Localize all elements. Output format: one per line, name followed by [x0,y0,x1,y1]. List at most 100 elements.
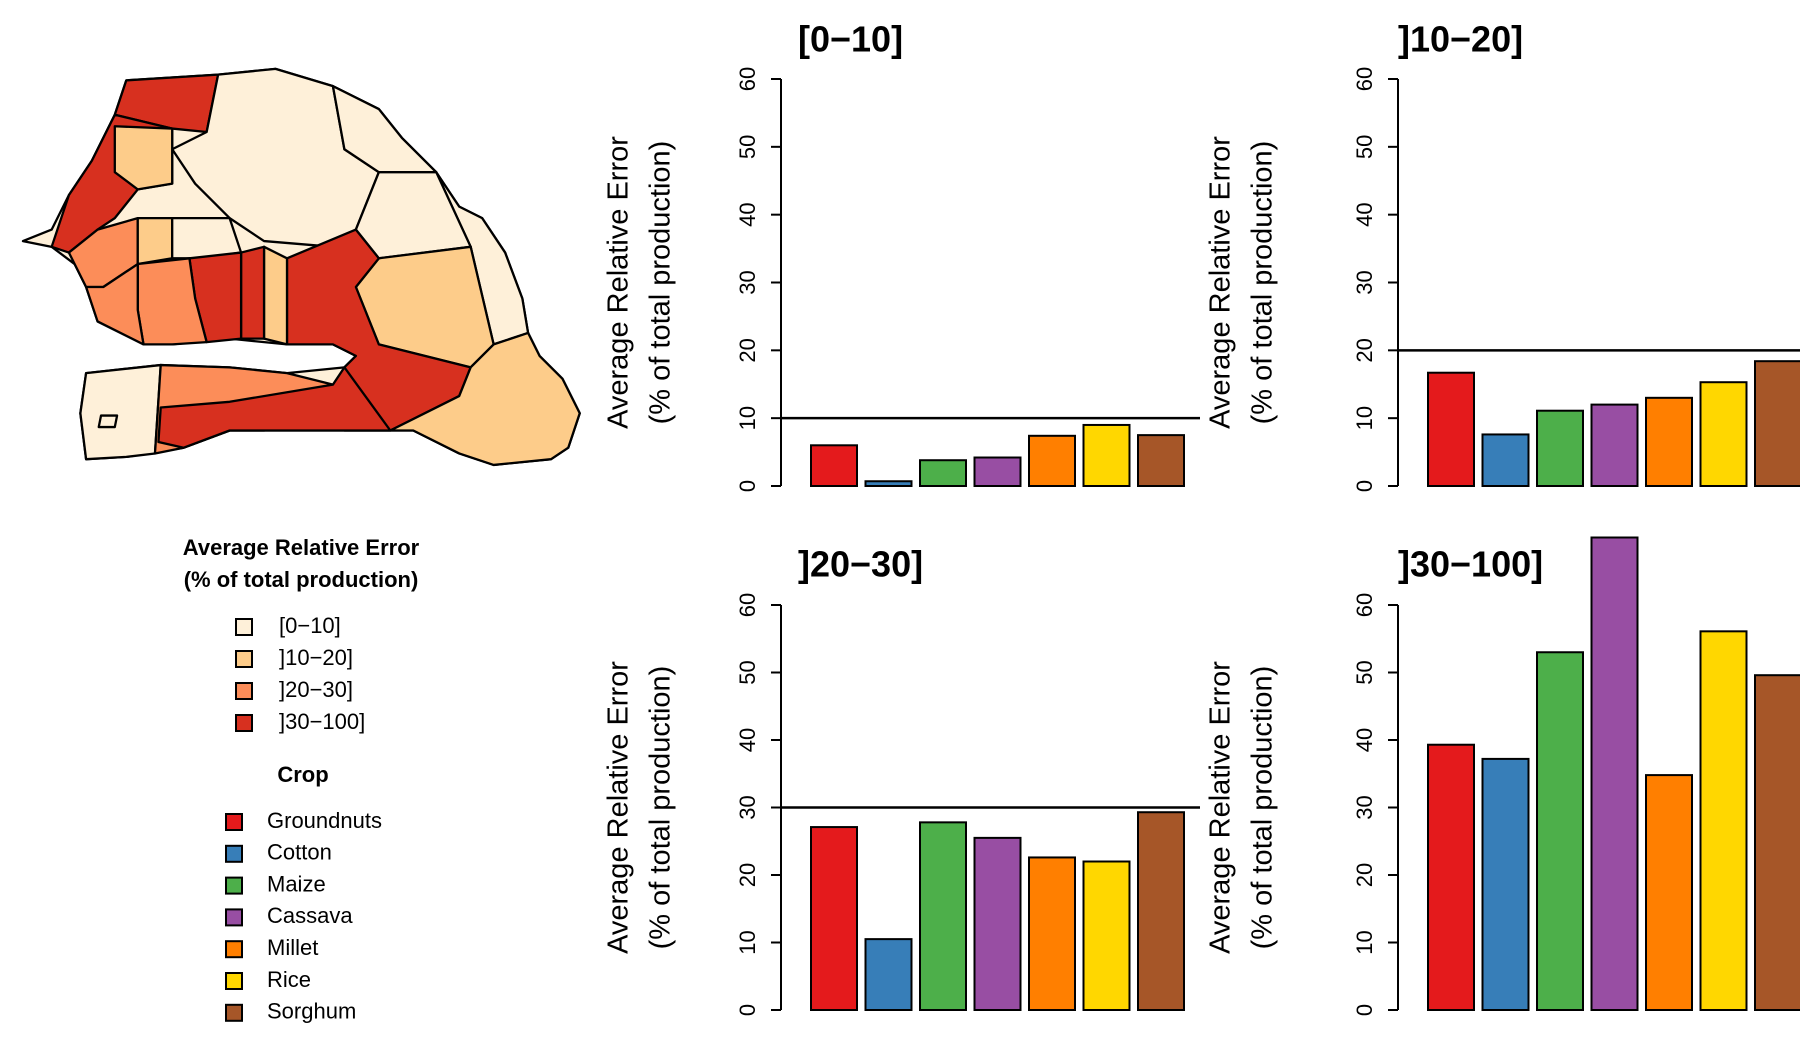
y-tick-label: 60 [1352,593,1377,617]
map-region [262,245,289,346]
y-axis-label: Average Relative Error [603,136,635,429]
y-tick-label: 40 [735,728,760,752]
map-region [354,171,472,260]
y-tick-label: 60 [1352,67,1377,91]
y-tick-label: 0 [735,480,760,492]
bar [1754,674,1800,1011]
map-region [84,262,145,346]
y-tick-label: 0 [735,1004,760,1016]
chart-title: [0−10] [798,19,903,60]
legend-title: Average Relative Error [183,535,420,560]
map-region [113,125,174,191]
y-axis-label: (% of total production) [645,141,677,425]
bar [1481,433,1530,487]
y-tick-label: 40 [735,202,760,226]
legend-swatch [225,1003,243,1022]
map-region [113,73,220,134]
bars [810,423,1185,488]
y-tick-label: 10 [1352,406,1377,430]
bars [1427,360,1800,488]
y-tick-label: 30 [1352,795,1377,819]
bar [1699,630,1748,1011]
bar [1699,381,1748,487]
y-axis-label: (% of total production) [1247,666,1279,950]
bar [1645,396,1693,488]
bar [1427,371,1475,487]
bar [1481,757,1530,1012]
bar [1137,434,1185,487]
y-tick-label: 20 [1352,338,1377,362]
map-region [239,245,266,340]
bar [1645,774,1693,1011]
y-tick-label: 10 [735,930,760,954]
legend-label: Sorghum [267,999,356,1024]
y-tick-label: 60 [735,593,760,617]
legend-swatch [225,813,243,831]
y-tick-label: 40 [1352,728,1377,752]
legend-label: Cassava [267,903,353,928]
chart-title: ]30−100] [1398,544,1543,585]
y-tick-label: 50 [1352,660,1377,684]
legend-swatch [225,972,243,990]
bar [1082,860,1131,1011]
legend-swatch [235,618,253,636]
bar [973,456,1022,488]
y-tick-label: 20 [1352,863,1377,887]
bar [1137,811,1185,1011]
y-tick-label: 50 [735,660,760,684]
y-tick-label: 60 [735,67,760,91]
bar [1082,423,1131,488]
legend-swatch [235,714,253,732]
bar [810,826,858,1012]
bars [1427,536,1800,1012]
bar [810,444,858,487]
map-region [79,363,162,461]
legend-label: Rice [267,967,311,992]
chart-title: ]10−20] [1398,19,1523,60]
bar [864,480,913,488]
bar [1028,856,1076,1012]
y-axis-label: Average Relative Error [1205,136,1237,429]
y-axis-label: (% of total production) [645,666,677,950]
y-axis-label: (% of total production) [1247,141,1279,425]
legend-label: [0−10] [279,613,341,638]
bar [1754,360,1800,488]
bars [810,811,1185,1012]
y-tick-label: 30 [735,795,760,819]
bar [1536,409,1584,487]
legend-label: Millet [267,935,318,960]
y-tick-label: 40 [1352,202,1377,226]
map [21,67,581,467]
bar [1590,403,1639,488]
y-tick-label: 10 [735,406,760,430]
legend-swatch [235,650,253,668]
map-region [171,216,243,260]
bar [1028,434,1076,488]
legend-swatch [225,876,243,895]
legend-swatch [225,844,243,863]
legend-label: Groundnuts [267,808,382,833]
legend-label: ]30−100] [279,709,365,734]
map-region [389,331,581,467]
legend-label: ]20−30] [279,677,353,702]
legend-swatch [235,682,253,700]
map-region [136,216,174,266]
y-tick-label: 0 [1352,480,1377,492]
legend-swatch [225,908,243,927]
y-tick-label: 0 [1352,1004,1377,1016]
y-axis-label: Average Relative Error [603,661,635,954]
bar [973,836,1022,1011]
legend-label: Cotton [267,840,332,865]
legend-label: Maize [267,871,326,896]
bar [919,459,967,487]
bar [1427,743,1475,1011]
legend-title: (% of total production) [184,567,419,592]
y-tick-label: 50 [735,135,760,159]
chart-title: ]20−30] [798,544,923,585]
legend-title: Crop [277,762,328,787]
bar [1590,536,1639,1011]
map-region [157,366,392,449]
y-tick-label: 10 [1352,930,1377,954]
map-region [97,414,119,429]
